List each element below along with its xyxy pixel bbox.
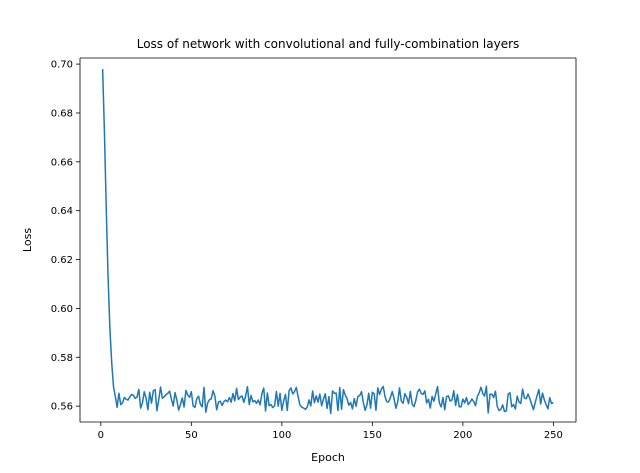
x-tick-label: 100 xyxy=(272,430,291,441)
y-axis-title: Loss xyxy=(21,228,34,252)
y-tick-label: 0.60 xyxy=(51,304,73,315)
y-tick-label: 0.70 xyxy=(51,60,73,71)
y-tick-label: 0.62 xyxy=(51,255,73,266)
y-tick-label: 0.64 xyxy=(51,206,73,217)
x-tick-label: 0 xyxy=(98,430,104,441)
y-tick-label: 0.56 xyxy=(51,402,73,413)
x-tick-label: 150 xyxy=(363,430,382,441)
y-tick-label: 0.66 xyxy=(51,157,73,168)
axes-frame xyxy=(79,57,577,423)
loss-series-line xyxy=(101,68,554,415)
plot-area xyxy=(79,57,577,423)
x-tick-label: 250 xyxy=(544,430,563,441)
y-axis: 0.56 0.58 0.60 0.62 0.64 0.66 0.68 0.70 xyxy=(51,60,80,413)
series-layer xyxy=(101,68,554,415)
chart-title: Loss of network with convolutional and f… xyxy=(137,37,520,51)
x-tick-label: 200 xyxy=(453,430,472,441)
y-tick-label: 0.58 xyxy=(51,353,73,364)
x-axis-title: Epoch xyxy=(311,451,345,464)
x-tick-label: 50 xyxy=(185,430,198,441)
x-axis: 0 50 100 150 200 250 xyxy=(98,422,563,441)
y-tick-label: 0.68 xyxy=(51,108,73,119)
plot-background xyxy=(80,58,576,422)
